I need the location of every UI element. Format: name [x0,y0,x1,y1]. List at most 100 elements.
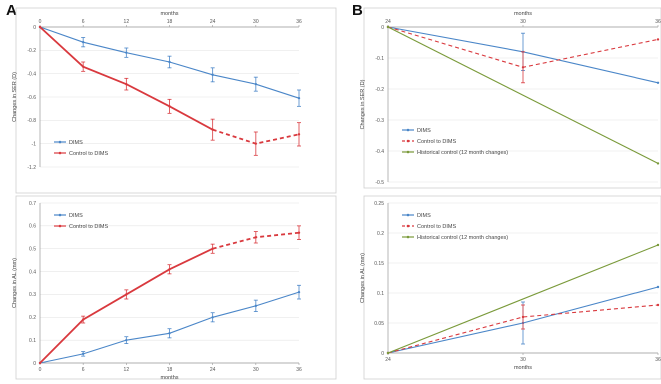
series-dims [38,284,301,365]
legend-marker [406,139,410,143]
x-tick-label: 12 [124,367,130,373]
legend: DIMS Control to DIMS Historical control (1… [402,213,508,241]
y-tick-label: -0.4 [27,71,36,77]
y-axis-label: Changes in AL (mm) [12,258,18,308]
data-point [656,38,660,41]
y-tick-label: -0.2 [375,87,384,93]
data-point [297,231,301,234]
x-tick-label: 24 [210,19,216,25]
data-point [125,82,128,86]
x-tick-label: 0 [39,367,42,373]
y-tick-label: 0.1 [377,291,384,297]
legend-marker [406,224,410,228]
y-tick-label: 0.15 [374,261,384,267]
data-point [297,96,301,100]
data-point [656,81,660,85]
data-point [211,316,214,319]
y-tick-label: 0 [33,25,36,31]
x-tick-label: 30 [253,19,259,25]
legend-label: Historical control (12 month changes) [417,150,508,156]
data-point [297,133,301,136]
y-tick-label: 0.7 [29,201,36,207]
series-line-solid [39,247,214,364]
y-tick-label: 0.3 [29,292,36,298]
y-tick-label: 0.25 [374,201,384,207]
legend-label: Control to DIMS [69,151,108,157]
data-point [168,105,171,108]
x-tick-label: 36 [655,19,661,25]
series-control-to-dims [38,225,301,365]
data-point [656,285,660,289]
series-control-to-dims [38,25,301,156]
legend-marker [58,151,62,155]
y-axis-label: Changes in AL (mm) [360,253,366,303]
data-point [521,315,525,319]
y-tick-label: -1 [32,141,37,147]
x-tick-label: 36 [296,19,302,25]
data-point [656,303,660,307]
y-tick-label: -1.2 [27,165,36,171]
data-point [81,352,85,356]
series-line [39,291,300,364]
y-tick-label: 0 [381,351,384,357]
x-tick-label: 18 [167,19,173,25]
series-historical-control-12-month-changes- [386,243,660,355]
x-tick-label: 24 [210,367,216,373]
legend-marker [58,213,62,217]
legend-marker [406,128,410,132]
x-axis-label: months [160,11,178,17]
legend-marker [58,140,62,144]
data-point [254,236,258,239]
data-point [38,361,42,365]
y-tick-label: 0.6 [29,224,36,230]
x-axis-label: months [160,375,178,381]
series-dims [38,25,301,107]
data-point [125,338,128,342]
charts-layer: 0 -0.2 -0.4 -0.6 -0.8 -1 -1.2 0 6 12 18 24 30 36 month… [12,11,661,381]
data-point [254,304,258,308]
data-point [81,318,85,321]
data-point [254,142,258,145]
y-tick-label: 0.2 [377,231,384,237]
x-tick-label: 30 [520,19,526,25]
x-tick-label: 24 [385,19,391,25]
x-axis-label: months [514,365,532,371]
legend: DIMS Control to DIMS Historical control (1… [402,128,508,156]
x-tick-label: 6 [82,367,85,373]
series-line [387,26,659,164]
chart-b-bottom: 0 0.05 0.1 0.15 0.2 0.25 24 30 36 months Changes i… [360,201,661,371]
y-tick-label: -0.2 [27,48,36,54]
x-tick-label: 12 [124,19,130,25]
chart-a-top: 0 -0.2 -0.4 -0.6 -0.8 -1 -1.2 0 6 12 18 24 30 36 month… [12,11,302,171]
y-tick-label: 0 [381,25,384,31]
data-point [211,128,214,131]
legend-label: Historical control (12 month changes) [417,235,508,241]
legend-label: Control to DIMS [69,224,108,230]
legend-label: Control to DIMS [417,224,456,230]
data-point [125,51,128,54]
data-point [211,73,214,77]
series-historical-control-12-month-changes- [386,25,660,165]
y-tick-label: 0.4 [29,269,36,275]
legend: DIMS Control to DIMS [54,140,108,157]
x-tick-label: 6 [82,19,85,25]
y-axis-label: Changes in SER (D) [12,72,18,122]
y-axis-label: Changes in SER (D) [360,79,366,129]
x-tick-label: 36 [296,367,302,373]
data-point [38,25,42,29]
chart-frame-b-top [363,7,661,189]
data-point [386,351,390,355]
legend: DIMS Control to DIMS [54,213,108,230]
data-point [125,293,128,296]
legend-marker [406,213,410,217]
series-line [387,244,659,354]
legend-marker [58,224,62,228]
y-tick-label: -0.5 [375,180,384,186]
data-point [297,290,301,294]
y-tick-label: 0.1 [29,338,36,344]
y-tick-label: 0.2 [29,315,36,321]
data-point [386,25,390,29]
data-point [521,66,525,69]
data-point [168,332,171,335]
